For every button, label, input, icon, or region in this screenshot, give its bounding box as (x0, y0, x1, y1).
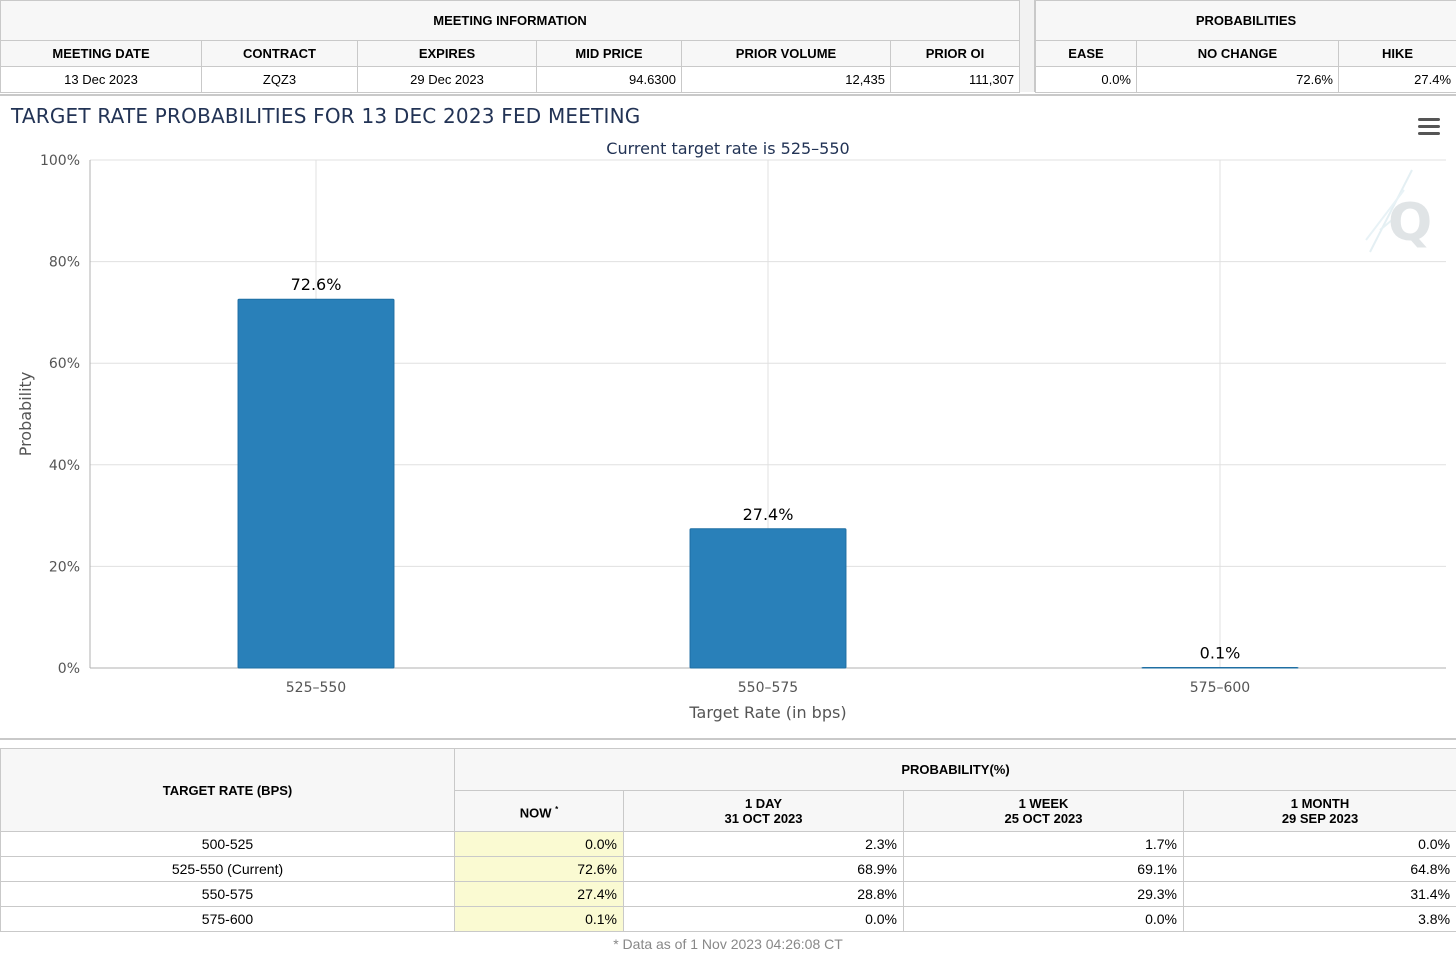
y-axis-title: Probability (16, 372, 35, 457)
table-divider (1019, 0, 1035, 92)
top-summary: MEETING INFORMATION MEETING DATE CONTRAC… (0, 0, 1456, 93)
x-tick-label: 575–600 (1190, 680, 1250, 696)
now-cell: 0.0% (454, 831, 624, 857)
prior-volume-value: 12,435 (681, 66, 891, 93)
one-week-cell: 69.1% (903, 856, 1184, 882)
bar-data-label: 72.6% (291, 275, 342, 294)
expires-header: EXPIRES (357, 40, 537, 67)
prior-oi-value: 111,307 (889, 66, 1021, 93)
x-tick-label: 525–550 (286, 680, 346, 696)
y-tick-label: 20% (49, 559, 80, 575)
probabilities-header: PROBABILITIES (1034, 0, 1456, 41)
one-week-cell: 0.0% (903, 906, 1184, 932)
svg-text:Q: Q (1388, 193, 1432, 253)
table-row: 500-525 0.0% 2.3% 1.7% 0.0% (0, 831, 1456, 857)
rate-cell: 525-550 (Current) (0, 856, 455, 882)
one-day-cell: 0.0% (623, 906, 904, 932)
prior-oi-header: PRIOR OI (889, 40, 1021, 67)
no-change-header: NO CHANGE (1136, 40, 1339, 67)
bar[interactable] (1141, 666, 1299, 669)
x-axis-title: Target Rate (in bps) (688, 703, 846, 722)
contract-value: ZQZ3 (201, 66, 358, 93)
one-day-cell: 28.8% (623, 881, 904, 907)
hike-header: HIKE (1337, 40, 1456, 67)
one-week-cell: 1.7% (903, 831, 1184, 857)
table-row: 575-600 0.1% 0.0% 0.0% 3.8% (0, 906, 1456, 932)
one-month-cell: 3.8% (1182, 906, 1456, 932)
rate-cell: 575-600 (0, 906, 455, 932)
y-tick-label: 80% (49, 255, 80, 271)
one-week-column-header: 1 WEEK 25 OCT 2023 (903, 790, 1184, 832)
hike-value: 27.4% (1337, 66, 1456, 93)
one-month-cell: 64.8% (1182, 856, 1456, 882)
mid-price-value: 94.6300 (536, 66, 682, 93)
now-column-header: NOW * (454, 790, 624, 832)
meeting-information-header: MEETING INFORMATION (0, 0, 1021, 41)
mid-price-header: MID PRICE (536, 40, 682, 67)
hamburger-menu-icon[interactable] (1418, 118, 1440, 136)
meeting-date-value: 13 Dec 2023 (0, 66, 202, 93)
chart-bars (237, 298, 1299, 669)
x-tick-label: 550–575 (738, 680, 798, 696)
one-month-cell: 0.0% (1182, 831, 1456, 857)
no-change-value: 72.6% (1136, 66, 1339, 93)
probabilities-table: PROBABILITIES EASE NO CHANGE HIKE 0.0% 7… (1034, 0, 1456, 93)
probability-group-header: PROBABILITY(%) (453, 748, 1456, 791)
chart-subtitle: Current target rate is 525–550 (606, 139, 849, 158)
data-timestamp-footnote: * Data as of 1 Nov 2023 04:26:08 CT (613, 936, 843, 952)
meeting-information-table: MEETING INFORMATION MEETING DATE CONTRAC… (0, 0, 1021, 93)
contract-header: CONTRACT (201, 40, 358, 67)
now-cell: 0.1% (454, 906, 624, 932)
ease-value: 0.0% (1035, 66, 1137, 93)
expires-value: 29 Dec 2023 (357, 66, 537, 93)
one-day-cell: 2.3% (623, 831, 904, 857)
y-tick-label: 40% (49, 458, 80, 474)
target-rate-header: TARGET RATE (BPS) (0, 748, 455, 832)
section-separator (0, 94, 1456, 96)
now-cell: 72.6% (454, 856, 624, 882)
y-tick-label: 0% (58, 661, 80, 677)
probability-table: TARGET RATE (BPS) PROBABILITY(%) NOW * 1… (0, 748, 1456, 932)
section-separator-bottom (0, 738, 1456, 740)
meeting-date-header: MEETING DATE (0, 40, 202, 67)
table-row: 525-550 (Current) 72.6% 68.9% 69.1% 64.8… (0, 856, 1456, 882)
one-day-cell: 68.9% (623, 856, 904, 882)
rate-cell: 550-575 (0, 881, 455, 907)
q-logo-watermark: Q (1365, 169, 1432, 253)
y-tick-label: 100% (40, 153, 80, 169)
one-month-column-header: 1 MONTH 29 SEP 2023 (1182, 790, 1456, 832)
table-row: 550-575 27.4% 28.8% 29.3% 31.4% (0, 881, 1456, 907)
chart-title: TARGET RATE PROBABILITIES FOR 13 DEC 202… (11, 104, 641, 128)
bar-data-label: 27.4% (743, 505, 794, 524)
one-week-cell: 29.3% (903, 881, 1184, 907)
one-day-column-header: 1 DAY 31 OCT 2023 (623, 790, 904, 832)
bar-data-label: 0.1% (1200, 643, 1241, 662)
target-rate-bar-chart: Q 0% 20% 40% 60% 80% 100% 72.6% 525–550 27.4% 550… (16, 139, 1446, 722)
one-month-cell: 31.4% (1182, 881, 1456, 907)
rate-cell: 500-525 (0, 831, 455, 857)
bar[interactable] (237, 298, 395, 669)
ease-header: EASE (1035, 40, 1137, 67)
y-tick-label: 60% (49, 356, 80, 372)
now-cell: 27.4% (454, 881, 624, 907)
chart-labels: 0% 20% 40% 60% 80% 100% 72.6% 525–550 27.4% 550–5… (40, 153, 1250, 696)
bar[interactable] (689, 528, 847, 669)
prior-volume-header: PRIOR VOLUME (681, 40, 891, 67)
